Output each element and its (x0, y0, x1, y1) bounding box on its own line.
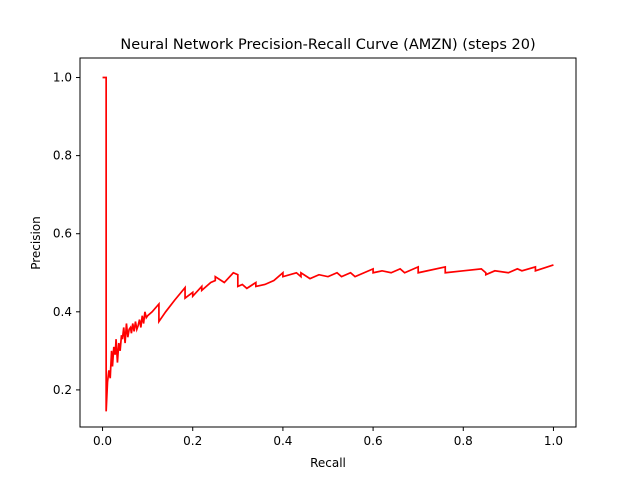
x-axis-label: Recall (310, 456, 346, 470)
y-axis-label: Precision (29, 216, 43, 270)
x-tick-label: 1.0 (544, 434, 563, 448)
axes-frame (79, 57, 577, 428)
x-tick-label: 0.2 (183, 434, 202, 448)
y-tick-label: 0.6 (53, 227, 72, 241)
y-tick-label: 0.4 (53, 305, 72, 319)
x-tick-label: 0.8 (454, 434, 473, 448)
y-tick-label: 0.2 (53, 383, 72, 397)
x-tick-label: 0.6 (364, 434, 383, 448)
chart-title: Neural Network Precision-Recall Curve (A… (120, 37, 535, 53)
y-tick-label: 1.0 (53, 71, 72, 85)
x-tick-label: 0.4 (273, 434, 292, 448)
x-tick-label: 0.0 (93, 434, 112, 448)
series-line (102, 76, 554, 412)
y-axis-ticks: 0.2 0.4 0.6 0.8 1.0 (53, 71, 80, 397)
y-tick-label: 0.8 (53, 149, 72, 163)
plot-area (79, 57, 577, 428)
x-axis-ticks: 0.0 0.2 0.4 0.6 0.8 1.0 (93, 427, 563, 448)
